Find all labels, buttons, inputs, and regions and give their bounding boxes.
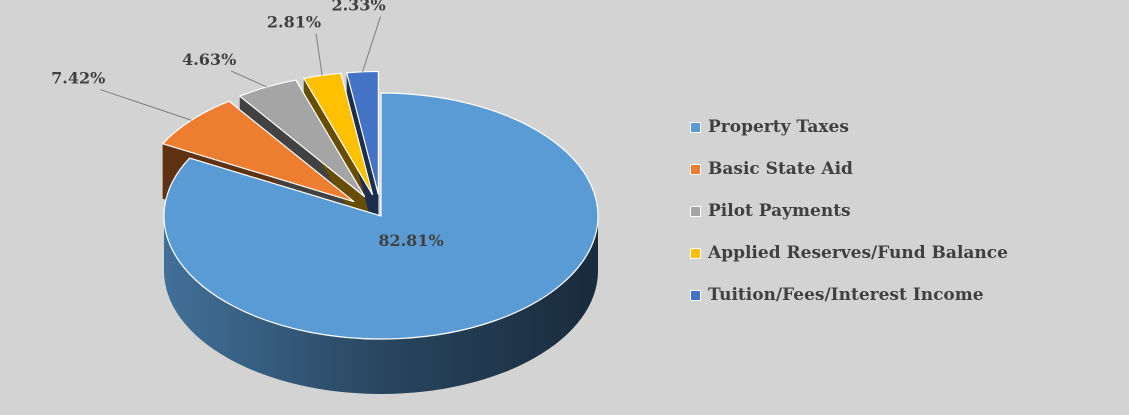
slice-tuition-fees <box>345 70 379 195</box>
legend-label-basic-state-aid: Basic State Aid <box>708 159 853 179</box>
leader-line-applied-reserves <box>315 33 323 76</box>
legend: Property Taxes Basic State Aid Pilot Pay… <box>690 106 1008 316</box>
legend-item-tuition-fees: Tuition/Fees/Interest Income <box>690 274 1008 316</box>
legend-item-basic-state-aid: Basic State Aid <box>690 148 1008 190</box>
slice-basic-state-aid <box>161 100 355 203</box>
data-label-applied-reserves: 2.81% <box>267 13 321 32</box>
leader-line-tuition-fees <box>362 16 382 72</box>
legend-item-property-taxes: Property Taxes <box>690 106 1008 148</box>
legend-swatch-applied-reserves <box>690 247 701 259</box>
data-label-basic-state-aid: 7.42% <box>51 69 105 88</box>
legend-label-pilot-payments: Pilot Payments <box>708 201 851 221</box>
legend-item-applied-reserves: Applied Reserves/Fund Balance <box>690 232 1008 274</box>
data-label-property-taxes: 82.81% <box>378 231 443 250</box>
leader-line-pilot-payments <box>230 70 267 88</box>
pie-top-layer <box>161 70 599 340</box>
slice-pilot-payments <box>238 79 366 198</box>
legend-swatch-pilot-payments <box>690 205 701 217</box>
legend-label-applied-reserves: Applied Reserves/Fund Balance <box>708 243 1008 263</box>
legend-swatch-property-taxes <box>690 121 701 133</box>
legend-swatch-tuition-fees <box>690 289 701 301</box>
pie-label-layer: 82.81% 7.42% 4.63% 2.81% 2.33% <box>51 0 443 250</box>
legend-swatch-basic-state-aid <box>690 163 701 175</box>
leader-line-basic-state-aid <box>100 89 192 121</box>
legend-item-pilot-payments: Pilot Payments <box>690 190 1008 232</box>
legend-label-property-taxes: Property Taxes <box>708 117 849 137</box>
slice-property-taxes <box>163 92 599 340</box>
data-label-pilot-payments: 4.63% <box>182 50 236 69</box>
slice-side-property-taxes <box>164 216 598 394</box>
legend-label-tuition-fees: Tuition/Fees/Interest Income <box>708 285 984 305</box>
data-label-tuition-fees: 2.33% <box>331 0 385 14</box>
